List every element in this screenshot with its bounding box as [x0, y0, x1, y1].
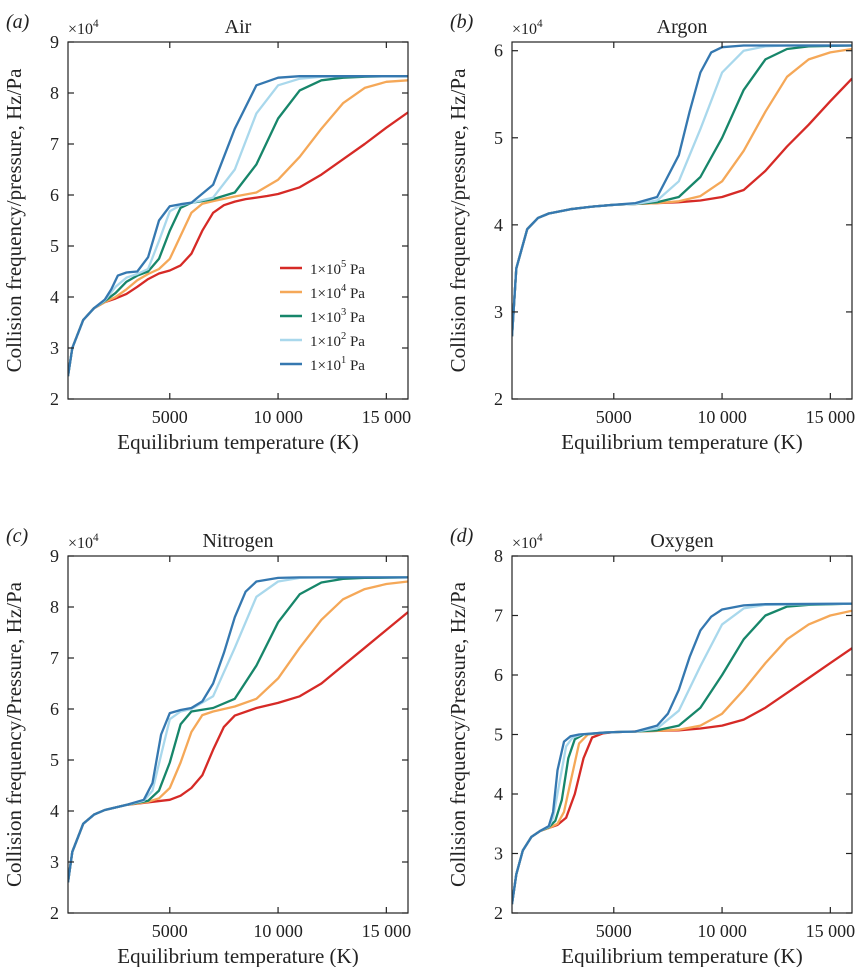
panel-label: (d) — [450, 525, 474, 547]
series-line — [512, 602, 852, 905]
chart-panel: 5000 10 000 15 000 2 3 4 5 6 7 8 ×104 Oxygen (d) Equi… — [446, 525, 855, 967]
x-tick-label: 15 000 — [362, 407, 412, 427]
x-tick-label: 15 000 — [362, 921, 412, 941]
chart-panel: 5000 10 000 15 000 2 3 4 5 6 7 8 9 ×104 Nitrogen (c) E… — [2, 525, 411, 967]
y-tick-label: 5 — [50, 236, 59, 256]
y-axis-label: Collision frequency/pressure, Hz/Pa — [2, 68, 26, 373]
y-tick-label: 3 — [50, 852, 59, 872]
x-axis-label: Equilibrium temperature (K) — [561, 430, 802, 454]
y-tick-label: 5 — [494, 128, 503, 148]
y-axis-label: Collision frequency/Pressure, Hz/Pa — [446, 581, 470, 887]
x-axis-label: Equilibrium temperature (K) — [561, 944, 802, 967]
legend: 1×105 Pa 1×104 Pa 1×103 Pa 1×102 Pa 1×101 Pa — [280, 259, 365, 374]
y-tick-label: 2 — [494, 903, 503, 923]
legend-label: 1×104 Pa — [310, 283, 365, 302]
x-tick-label: 5000 — [596, 407, 632, 427]
x-axis-label: Equilibrium temperature (K) — [117, 944, 358, 967]
y-axis-label: Collision frequency/pressure, Hz/Pa — [446, 68, 470, 373]
y-tick-label: 4 — [50, 801, 59, 821]
panel-label: (b) — [450, 11, 474, 33]
x-tick-label: 10 000 — [253, 407, 303, 427]
y-tick-label: 4 — [50, 287, 59, 307]
series-line — [68, 75, 408, 377]
series-line — [68, 580, 408, 883]
series-line — [512, 44, 852, 337]
plot-frame — [67, 555, 409, 914]
y-multiplier: ×104 — [512, 532, 543, 552]
y-tick-label: 6 — [50, 699, 59, 719]
x-tick-label: 5000 — [152, 921, 188, 941]
y-tick-label: 4 — [494, 784, 503, 804]
y-tick-label: 6 — [494, 41, 503, 61]
series-line — [512, 77, 852, 337]
plot-frame — [511, 555, 853, 914]
x-tick-label: 10 000 — [697, 921, 747, 941]
y-multiplier: ×104 — [68, 18, 99, 38]
series-line — [512, 647, 852, 905]
series-line — [68, 576, 408, 883]
legend-label: 1×103 Pa — [310, 307, 365, 326]
legend-label: 1×105 Pa — [310, 259, 365, 278]
x-axis-label: Equilibrium temperature (K) — [117, 430, 358, 454]
y-tick-label: 4 — [494, 215, 503, 235]
plot-frame — [67, 41, 409, 400]
panel-label: (c) — [6, 525, 29, 547]
legend-label: 1×102 Pa — [310, 331, 365, 350]
plot-frame — [511, 41, 853, 400]
y-tick-label: 8 — [50, 597, 59, 617]
series-line — [68, 576, 408, 883]
y-tick-label: 6 — [50, 185, 59, 205]
y-tick-label: 3 — [494, 302, 503, 322]
series-line — [512, 44, 852, 337]
y-tick-label: 7 — [50, 648, 59, 668]
y-tick-label: 7 — [494, 606, 503, 626]
chart-panel: 5000 10 000 15 000 2 3 4 5 6 7 8 9 ×104 Air (a) Equili… — [2, 11, 411, 454]
y-tick-label: 2 — [50, 389, 59, 409]
y-tick-label: 6 — [494, 665, 503, 685]
y-multiplier: ×104 — [512, 18, 543, 38]
y-tick-label: 8 — [494, 546, 503, 566]
y-tick-label: 2 — [494, 389, 503, 409]
series-line — [68, 611, 408, 883]
y-axis-label: Collision frequency/Pressure, Hz/Pa — [2, 581, 26, 887]
x-tick-label: 5000 — [596, 921, 632, 941]
y-tick-label: 9 — [50, 32, 59, 52]
y-tick-label: 2 — [50, 903, 59, 923]
chart-title: Oxygen — [650, 530, 713, 552]
y-tick-label: 8 — [50, 83, 59, 103]
y-tick-label: 9 — [50, 546, 59, 566]
x-tick-label: 15 000 — [806, 921, 856, 941]
x-tick-label: 10 000 — [697, 407, 747, 427]
y-tick-label: 5 — [50, 750, 59, 770]
y-tick-label: 5 — [494, 725, 503, 745]
chart-title: Nitrogen — [202, 530, 273, 552]
y-tick-label: 3 — [50, 338, 59, 358]
y-tick-label: 3 — [494, 844, 503, 864]
series-line — [68, 576, 408, 883]
series-line — [512, 44, 852, 337]
panel-label: (a) — [6, 11, 30, 33]
chart-panel: 5000 10 000 15 000 2 3 4 5 6 ×104 Argon (b) Equilib… — [446, 11, 855, 454]
series-line — [512, 602, 852, 905]
x-tick-label: 10 000 — [253, 921, 303, 941]
chart-title: Argon — [657, 16, 708, 38]
chart-title: Air — [225, 16, 252, 38]
y-multiplier: ×104 — [68, 532, 99, 552]
x-tick-label: 15 000 — [806, 407, 856, 427]
legend-label: 1×101 Pa — [310, 355, 365, 374]
y-tick-label: 7 — [50, 134, 59, 154]
x-tick-label: 5000 — [152, 407, 188, 427]
series-line — [512, 602, 852, 905]
